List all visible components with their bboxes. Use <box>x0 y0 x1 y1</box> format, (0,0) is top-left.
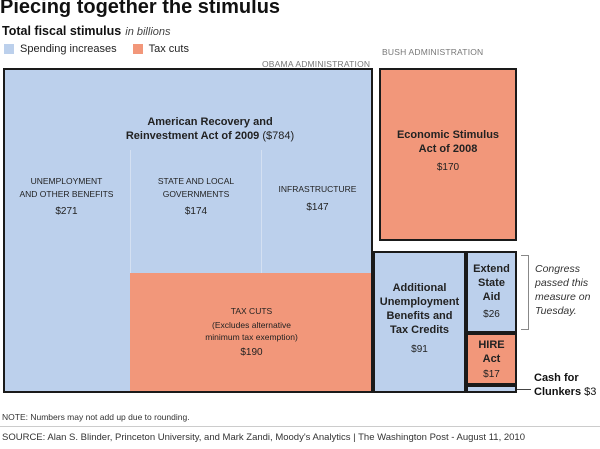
cash-for-clunkers-rect <box>466 385 517 393</box>
legend-label-spending: Spending increases <box>20 43 117 55</box>
chart-subtitle: Total fiscal stimulus in billions <box>2 24 171 38</box>
arra-title: American Recovery and Reinvestment Act o… <box>125 116 295 142</box>
additional-unemployment-label: Additional Unemployment Benefits and Tax… <box>379 282 460 355</box>
extend-state-aid-label: Extend State Aid $26 <box>473 263 510 320</box>
tax-cuts-label: TAX CUTS (Excludes alternative minimum t… <box>205 306 298 358</box>
legend-swatch-tax <box>132 44 143 54</box>
legend-swatch-spending <box>4 44 14 54</box>
arra-tax-cuts-rect <box>130 273 373 393</box>
hire-act-rect <box>466 333 517 385</box>
additional-unemployment-rect <box>373 251 466 393</box>
congress-annotation: Congress passed this measure on Tuesday. <box>535 263 591 317</box>
unemployment-label: UNEMPLOYMENT AND OTHER BENEFITS $271 <box>19 176 114 217</box>
chart-title: Piecing together the stimulus <box>0 0 281 18</box>
cash-for-clunkers-label: Cash for Clunkers $3 <box>534 372 597 398</box>
state-local-label: STATE AND LOCAL GOVERNMENTS $174 <box>157 176 235 217</box>
arra-border <box>3 68 373 393</box>
obama-admin-label: OBAMA ADMINISTRATION <box>262 59 371 69</box>
extend-state-aid-rect <box>466 251 517 333</box>
note: NOTE: Numbers may not add up due to roun… <box>2 412 190 422</box>
units-label: in billions <box>125 26 171 38</box>
infrastructure-label: INFRASTRUCTURE $147 <box>278 184 357 213</box>
esa-2008-rect <box>379 68 517 241</box>
esa-2008-label: Economic Stimulus Act of 2008 $170 <box>396 129 500 173</box>
hire-act-label: HIRE Act $17 <box>478 339 505 380</box>
source: SOURCE: Alan S. Blinder, Princeton Unive… <box>2 432 525 443</box>
legend: Spending increases Tax cuts <box>4 43 189 55</box>
clunkers-leader-line <box>517 389 531 390</box>
annotation-bracket <box>521 255 529 330</box>
legend-label-tax: Tax cuts <box>148 43 189 55</box>
bush-admin-label: BUSH ADMINISTRATION <box>382 47 484 57</box>
